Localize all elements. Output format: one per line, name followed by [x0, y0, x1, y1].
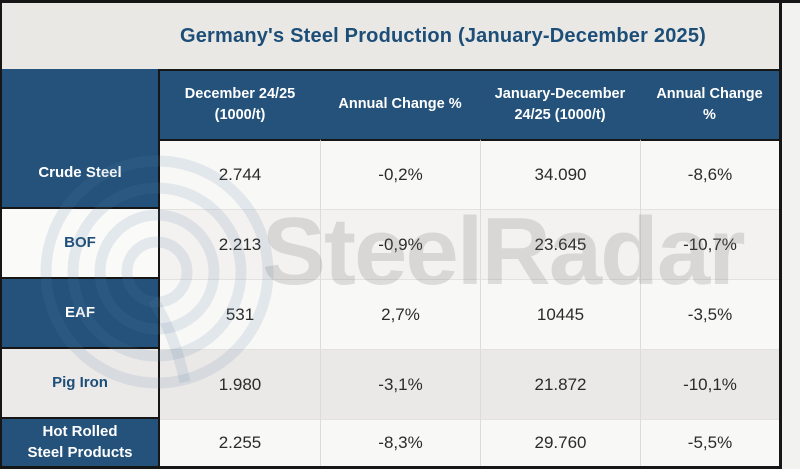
row-label-text: BOF	[64, 233, 96, 251]
cell-crude-steel-change2: -8,6%	[640, 139, 779, 209]
row-label-text: Hot Rolled Steel Products	[27, 423, 133, 461]
data-table: December 24/25 (1000/t) Annual Change % …	[2, 69, 779, 466]
cell-bof-dec: 2.213	[160, 209, 320, 279]
row-label-text: EAF	[65, 303, 95, 321]
row-label-eaf: EAF	[2, 279, 160, 349]
row-label-hot-rolled: Hot Rolled Steel Products	[2, 419, 160, 466]
cell-hot-rolled-change2: -5,5%	[640, 419, 779, 466]
header-cell-december: December 24/25 (1000/t)	[160, 69, 320, 139]
cell-hot-rolled-change1: -8,3%	[320, 419, 480, 466]
row-label-text: Crude Steel	[38, 163, 122, 181]
cell-pig-iron-change2: -10,1%	[640, 349, 779, 419]
cell-pig-iron-change1: -3,1%	[320, 349, 480, 419]
page-title: Germany's Steel Production (January-Dece…	[179, 24, 707, 47]
header-cell-empty	[2, 69, 160, 139]
header-cell-annual-change-2: Annual Change %	[640, 69, 779, 139]
cell-pig-iron-dec: 1.980	[160, 349, 320, 419]
cell-bof-change1: -0,9%	[320, 209, 480, 279]
right-margin	[782, 0, 800, 469]
row-label-bof: BOF	[2, 209, 160, 279]
header-cell-annual-change-1: Annual Change %	[320, 69, 480, 139]
row-label-text: Pig Iron	[52, 373, 108, 391]
cell-crude-steel-jandec: 34.090	[480, 139, 640, 209]
cell-hot-rolled-jandec: 29.760	[480, 419, 640, 466]
row-label-pig-iron: Pig Iron	[2, 349, 160, 419]
title-band: Germany's Steel Production (January-Dece…	[2, 3, 779, 69]
row-label-crude-steel: Crude Steel	[2, 139, 160, 209]
cell-bof-change2: -10,7%	[640, 209, 779, 279]
cell-eaf-jandec: 10445	[480, 279, 640, 349]
cell-bof-jandec: 23.645	[480, 209, 640, 279]
cell-crude-steel-dec: 2.744	[160, 139, 320, 209]
cell-eaf-change2: -3,5%	[640, 279, 779, 349]
table-frame: Germany's Steel Production (January-Dece…	[0, 0, 782, 469]
cell-hot-rolled-dec: 2.255	[160, 419, 320, 466]
cell-eaf-change1: 2,7%	[320, 279, 480, 349]
cell-pig-iron-jandec: 21.872	[480, 349, 640, 419]
header-cell-january-december: January-December 24/25 (1000/t)	[480, 69, 640, 139]
cell-crude-steel-change1: -0,2%	[320, 139, 480, 209]
cell-eaf-dec: 531	[160, 279, 320, 349]
